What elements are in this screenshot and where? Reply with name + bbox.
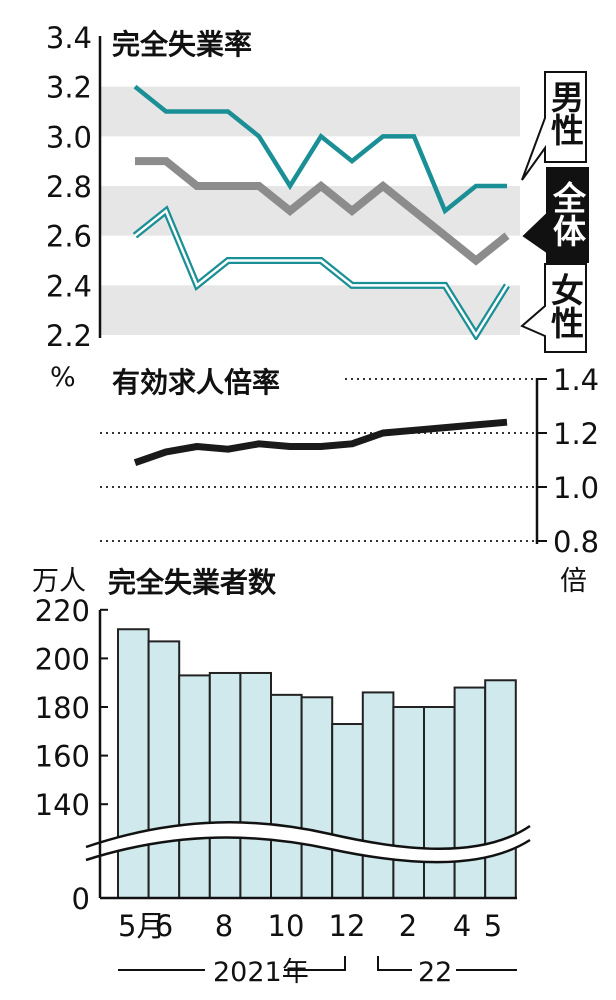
legend-female: 女性 [520,263,587,353]
ratio-tick-label-3: 0.8 [553,525,599,559]
count-x-tick-label-0: 5月 [118,909,165,943]
ratio-unit: 倍 [560,566,587,597]
ratio-title: 有効求人倍率 [112,366,280,399]
count-unit: 万人 [32,566,86,597]
rate-tick-label-2: 3.0 [46,120,92,154]
bar-2021-12 [331,723,364,900]
ratio-tick-label-2: 1.0 [553,471,599,505]
legend-male-label: 男性 [546,80,585,146]
bar-2022-04 [453,686,487,899]
series-line-total [135,157,510,266]
bar-2022-01 [361,691,395,899]
year-label-2022: 22 [418,957,452,988]
bar-2022-02 [392,706,425,899]
series-line-female-inner [134,208,509,338]
axis-break-wave [86,822,530,863]
job-ratio-chart: 1.4 1.2 1.0 0.8 有効求人倍率 倍 [100,363,599,597]
legend-total-label: 全体 [548,180,588,247]
count-tick-label-4: 140 [35,788,90,822]
rate-tick-label-4: 2.6 [46,220,92,254]
ratio-tick-label-0: 1.4 [553,363,599,397]
rate-tick-label-3: 2.8 [46,170,92,204]
count-x-tick-label-6: 4 [453,909,471,943]
bar-2021-07 [178,674,211,899]
bar-2021-11 [300,696,334,900]
count-tick-label-5: 0 [72,882,90,916]
bar-2022-05 [484,679,517,900]
rate-tick-label-0: 3.4 [46,21,92,55]
legend-total: 全体 [522,167,589,263]
legend-male: 男性 [521,71,587,181]
legend-female-label: 女性 [546,272,585,339]
bar-2021-06 [147,640,181,899]
bar-2021-10 [270,693,303,899]
rate-tick-label-5: 2.4 [46,269,92,303]
unemployed-count-chart: 万人 完全失業者数 220 200 180 160 140 0 5月6 8 10 12 2 4 5 2… [32,566,531,988]
rate-title: 完全失業率 [112,28,252,61]
count-title: 完全失業者数 [108,566,277,599]
bar-2021-09 [239,671,272,899]
count-x-tick-label-4: 12 [329,909,366,943]
series-line-male [133,84,507,215]
year-bracket-2021-right [284,956,346,971]
count-tick-label-3: 160 [35,740,90,774]
rate-tick-label-1: 3.2 [46,71,92,105]
count-tick-label-0: 220 [35,594,90,628]
bar-2021-08 [208,671,242,899]
count-tick-label-2: 180 [35,691,90,725]
count-x-tick-label-2: 8 [215,909,233,943]
bar-2021-05 [117,628,150,899]
rate-unit: % [50,362,76,393]
axis-break-line-upper [85,821,531,850]
count-tick-label-1: 200 [35,642,90,676]
count-x-tick-label-1: 6 [155,909,173,943]
bar-2022-03 [423,706,456,899]
rate-tick-label-6: 2.2 [46,319,92,353]
year-label-2021: 2021年 [213,957,309,988]
ratio-tick-label-1: 1.2 [553,417,599,451]
unemployment-rate-chart: 3.4 3.2 3.0 2.8 2.6 2.4 2.2 % 完全失業率 男性 全体 女性 [46,21,589,393]
axis-break-line-lower [85,836,531,864]
ratio-series-line [133,418,508,467]
count-x-tick-label-3: 10 [268,909,305,943]
year-bracket-2022-left [377,956,412,971]
count-x-tick-label-7: 5 [484,909,502,943]
count-x-tick-label-5: 2 [399,909,417,943]
